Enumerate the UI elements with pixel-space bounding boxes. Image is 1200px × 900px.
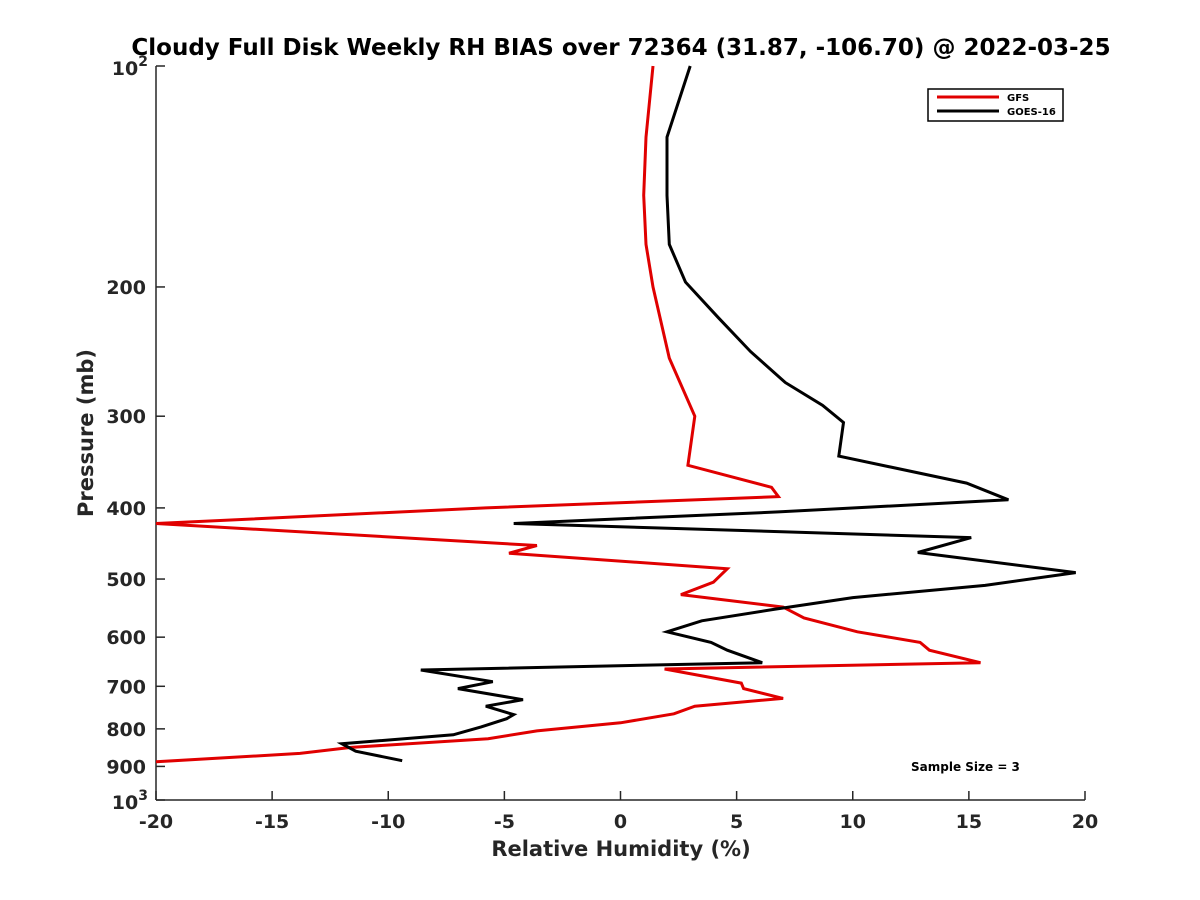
plot-area: -20 -15 -10 -5 0 5 10 15 20 102 200 300 400 500 600 70… bbox=[106, 54, 1098, 833]
y-axis-label: Pressure (mb) bbox=[74, 349, 98, 517]
legend-label-gfs: GFS bbox=[1007, 93, 1029, 104]
x-tick-label: 15 bbox=[956, 811, 982, 833]
sample-size-annotation: Sample Size = 3 bbox=[911, 760, 1020, 774]
y-ticks: 102 200 300 400 500 600 700 800 900 103 bbox=[106, 54, 165, 814]
series-layer bbox=[155, 65, 1076, 764]
chart-title: Cloudy Full Disk Weekly RH BIAS over 723… bbox=[131, 35, 1110, 61]
x-axis-label: Relative Humidity (%) bbox=[491, 837, 750, 861]
y-tick-label: 900 bbox=[106, 756, 146, 778]
y-tick-label: 500 bbox=[106, 569, 146, 591]
y-tick-label: 200 bbox=[106, 277, 146, 299]
y-tick-label: 102 bbox=[112, 54, 148, 80]
y-tick-label: 600 bbox=[106, 627, 146, 649]
x-tick-label: 0 bbox=[614, 811, 627, 833]
series-line-gfs bbox=[155, 65, 981, 764]
x-tick-label: 10 bbox=[840, 811, 866, 833]
x-tick-label: -10 bbox=[371, 811, 405, 833]
x-tick-label: -15 bbox=[255, 811, 289, 833]
y-tick-label: 700 bbox=[106, 676, 146, 698]
x-tick-label: 5 bbox=[730, 811, 743, 833]
x-tick-label: -5 bbox=[494, 811, 515, 833]
y-tick-label: 300 bbox=[106, 406, 146, 428]
x-ticks: -20 -15 -10 -5 0 5 10 15 20 bbox=[139, 791, 1098, 833]
y-tick-label: 800 bbox=[106, 719, 146, 741]
legend: GFS GOES-16 bbox=[927, 88, 1064, 122]
legend-box bbox=[927, 88, 1064, 122]
x-tick-label: 20 bbox=[1072, 811, 1098, 833]
series-line-goes16 bbox=[336, 65, 1076, 763]
y-tick-label: 103 bbox=[112, 788, 148, 814]
x-tick-label: -20 bbox=[139, 811, 173, 833]
legend-label-goes16: GOES-16 bbox=[1007, 107, 1056, 118]
y-tick-label: 400 bbox=[106, 498, 146, 520]
